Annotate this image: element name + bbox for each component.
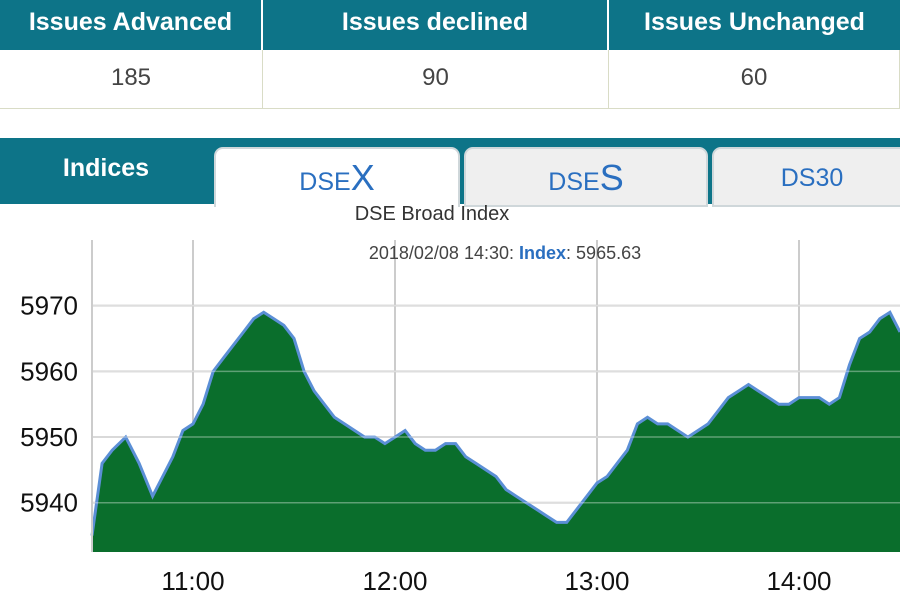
tab-dses-suffix: S [599, 157, 624, 198]
y-tick-label: 5940 [20, 488, 78, 518]
issues-declined-header: Issues declined [263, 0, 609, 50]
tab-dses[interactable]: DSES [464, 147, 708, 207]
tab-ds30[interactable]: DS30 [712, 147, 900, 207]
stats-value-row: 185 90 60 [0, 50, 900, 109]
subtitle-label: Index [519, 243, 566, 263]
tab-dsex-suffix: X [350, 157, 375, 198]
y-tick-labels: 5940 5950 5960 5970 [20, 291, 78, 518]
issues-unchanged-header: Issues Unchanged [644, 8, 865, 36]
issues-advanced-header: Issues Advanced [0, 0, 263, 50]
y-tick-label: 5970 [20, 291, 78, 321]
index-line [90, 310, 900, 536]
chart-subtitle: 2018/02/08 14:30: Index: 5965.63 [369, 243, 641, 263]
x-tick-label: 14:00 [766, 566, 831, 596]
tab-dsex-prefix: DSE [299, 168, 351, 196]
subtitle-date: 2018/02/08 14:30 [369, 243, 509, 263]
x-tick-label: 12:00 [362, 566, 427, 596]
index-area [92, 312, 900, 552]
subtitle-sep: : [509, 243, 519, 263]
chart-title: DSE Broad Index [355, 203, 510, 225]
subtitle-sep-2: : [566, 243, 576, 263]
issues-advanced-value: 185 [0, 50, 263, 108]
x-tick-labels: 11:00 12:00 13:00 14:00 [161, 566, 831, 596]
issues-declined-value: 90 [263, 50, 609, 108]
subtitle-value: 5965.63 [576, 243, 641, 263]
x-tick-label: 11:00 [161, 566, 224, 596]
x-tick-label: 13:00 [564, 566, 629, 596]
tab-dsex[interactable]: DSEX [214, 147, 460, 207]
y-gridlines-overlay [92, 304, 900, 504]
stats-header-row: Issues Advanced Issues declined Issues U… [0, 0, 900, 50]
y-tick-label: 5960 [20, 356, 78, 386]
indices-label: Indices [62, 154, 150, 182]
market-stats-table: Issues Advanced Issues declined Issues U… [0, 0, 900, 112]
y-tick-label: 5950 [20, 422, 78, 452]
indices-tab-bar: Indices DSEX DSES DS30 [0, 138, 900, 207]
tab-dses-prefix: DSE [548, 168, 600, 196]
